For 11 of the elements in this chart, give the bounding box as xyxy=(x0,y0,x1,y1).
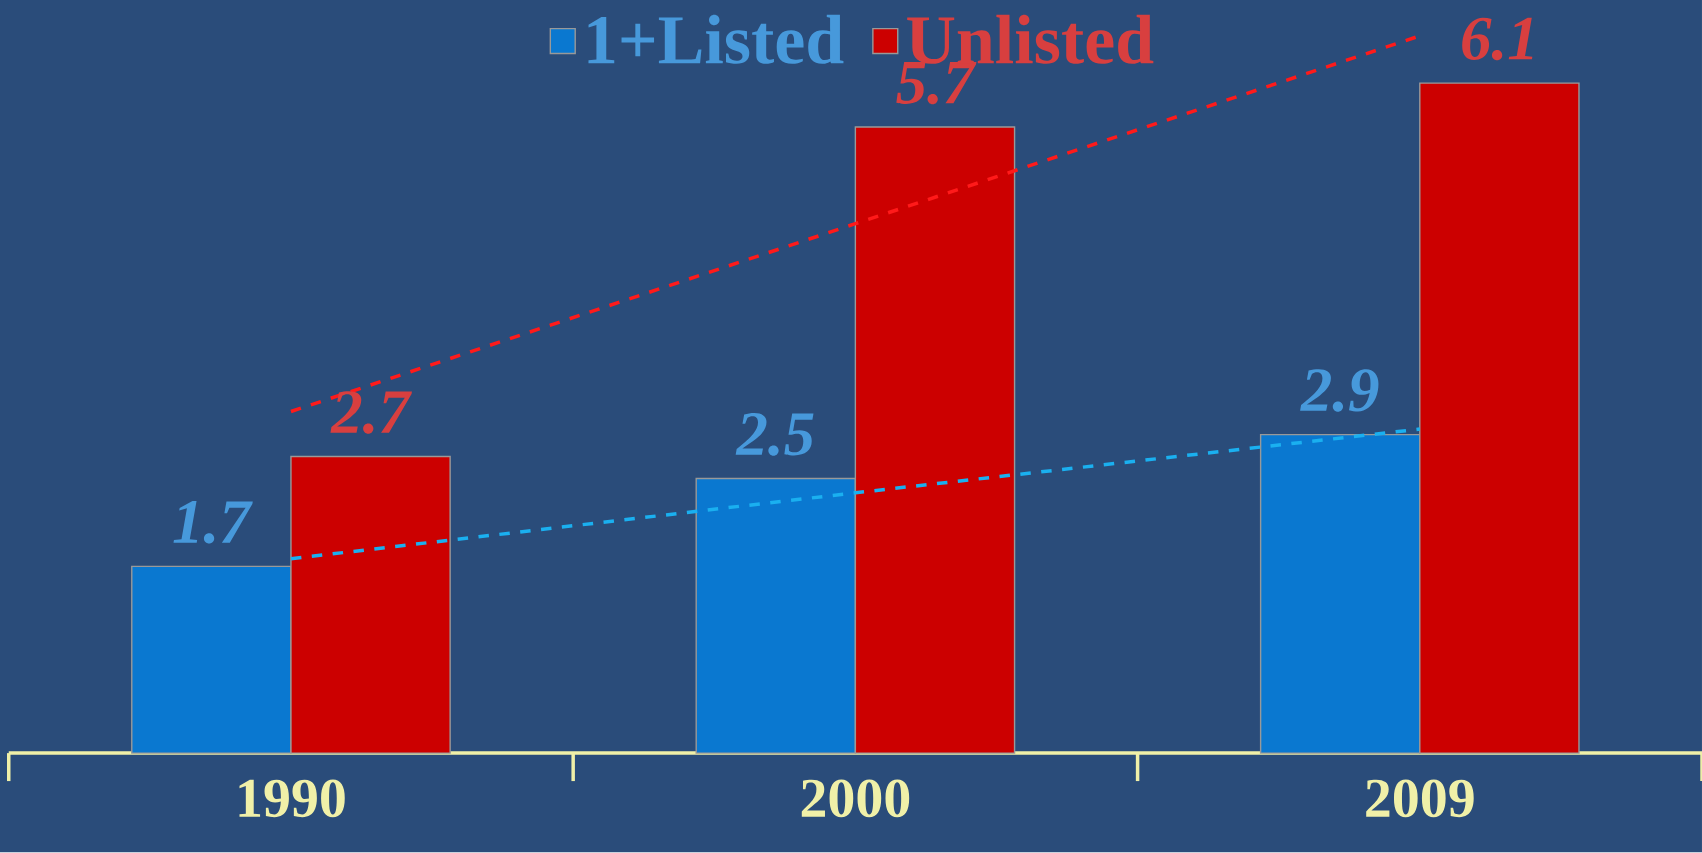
data-label: 1.7 xyxy=(173,501,253,544)
data-label: 5.7 xyxy=(896,62,977,105)
legend-label: 1+Listed xyxy=(588,14,844,65)
data-label: 6.1 xyxy=(1462,17,1533,61)
x-tick-label: 2000 xyxy=(801,779,910,818)
x-tick-label: 1990 xyxy=(239,779,345,818)
x-tick-label: 2009 xyxy=(1366,779,1474,818)
data-label: 2.7 xyxy=(330,391,412,434)
data-label: 2.5 xyxy=(735,413,814,456)
legend-label: Unlisted xyxy=(907,14,1154,65)
data-label: 2.9 xyxy=(1300,369,1379,412)
